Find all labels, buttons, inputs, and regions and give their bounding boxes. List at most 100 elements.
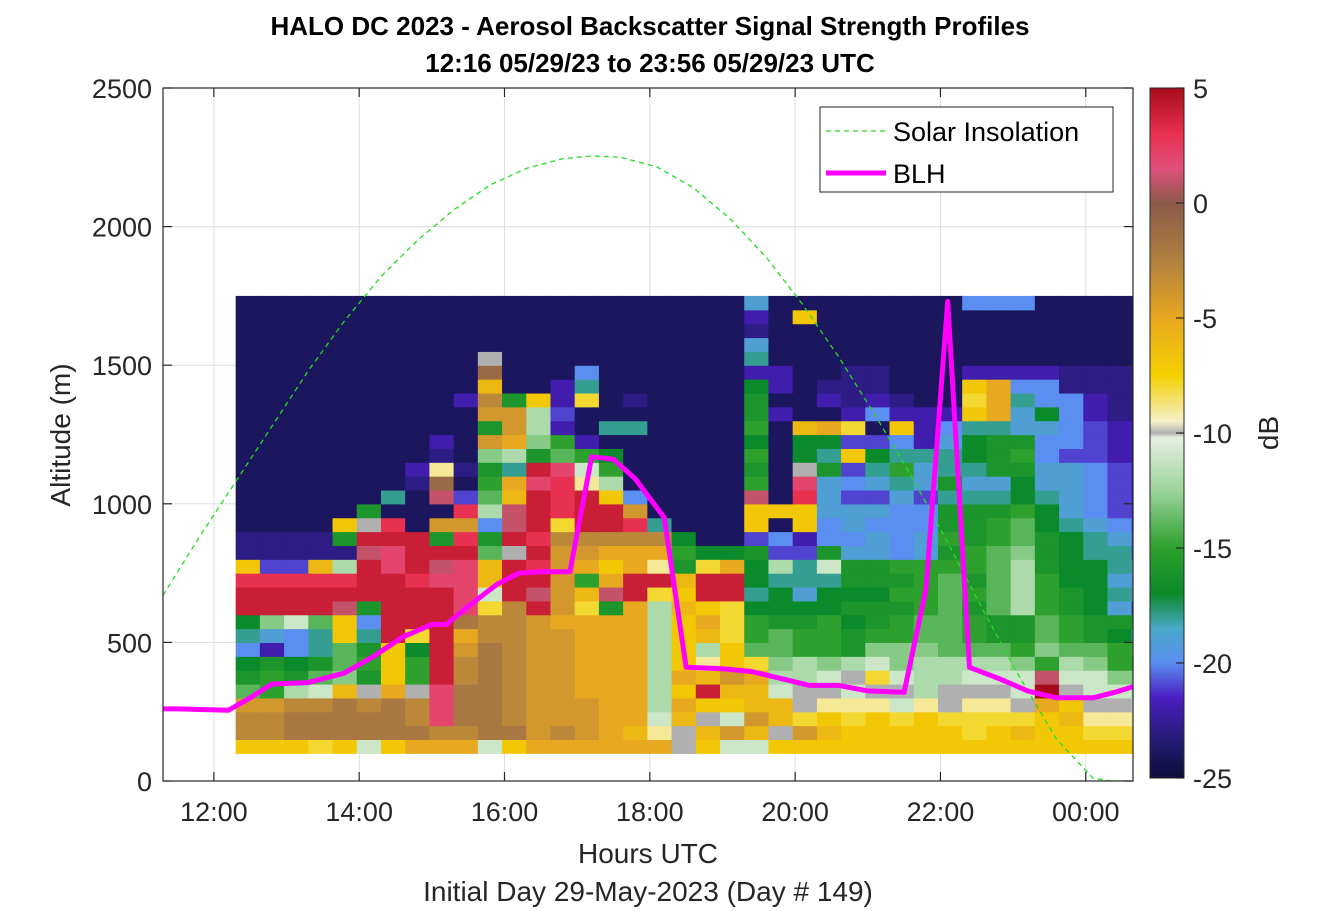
heatmap-cell [768,545,794,560]
heatmap-cell [502,476,527,491]
heatmap-cell [865,476,891,491]
heatmap-cell [1034,531,1060,546]
heatmap-cell [1059,448,1084,463]
heatmap-cell [332,476,358,491]
heatmap-cell [526,656,552,671]
heatmap-cell [889,420,915,436]
heatmap-cell [380,379,406,394]
heatmap-cell [1010,614,1036,630]
heatmap-cell [308,420,334,436]
heatmap-cell [647,725,673,741]
heatmap-cell [792,309,818,325]
heatmap-cell [1034,642,1060,657]
heatmap-cell [380,365,406,380]
heatmap-cell [1010,531,1036,546]
heatmap-cell [453,614,479,630]
heatmap-cell [429,309,455,325]
heatmap-cell [913,725,939,741]
heatmap-cell [889,559,915,574]
heatmap-cell [308,337,334,352]
heatmap-cell [1083,573,1109,588]
x-tick-label: 00:00 [1052,797,1120,827]
heatmap-cell [477,656,503,671]
heatmap-cell [1083,434,1109,449]
heatmap-cell [405,448,430,463]
heatmap-cell [284,545,309,560]
heatmap-cell [1010,392,1036,408]
heatmap-cell [841,365,866,380]
heatmap-cell [332,739,358,754]
heatmap-cell [259,406,285,422]
heatmap-cell [526,406,552,422]
heatmap-cell [792,462,818,477]
heatmap-cell [671,476,697,491]
heatmap-cell [405,489,430,505]
heatmap-cell [526,309,552,325]
heatmap-cell [889,600,915,616]
colorbar-label: dB [1253,416,1284,450]
heatmap-cell [502,420,527,436]
heatmap-cell [284,489,309,505]
heatmap-cell [1131,337,1133,352]
heatmap-cell [913,683,939,699]
heatmap-cell [792,476,818,491]
heatmap-cell [1131,503,1133,519]
heatmap-cell [816,545,842,560]
heatmap-cell [477,351,503,366]
heatmap-cell [1010,420,1036,436]
heatmap-cell [623,503,648,519]
heatmap-cell [284,295,309,311]
heatmap-cell [380,656,406,671]
heatmap-cell [792,697,818,713]
heatmap-cell [1107,295,1133,311]
heatmap-cell [647,448,673,463]
heatmap-cell [647,309,673,325]
heatmap-cell [308,434,334,449]
heatmap-cell [356,573,382,588]
heatmap-cell [937,739,963,754]
heatmap-cell [429,406,455,422]
heatmap-cell [671,379,697,394]
heatmap-cell [671,323,697,339]
heatmap-cell [647,476,673,491]
heatmap-cell [235,462,261,477]
heatmap-cell [235,573,261,588]
heatmap-cell [1010,559,1036,574]
heatmap-cell [816,476,842,491]
heatmap-cell [405,739,430,754]
heatmap-cell [1131,406,1133,422]
colorbar-ticks: 5 0 -5 -10 -15 -20 -25 [1176,74,1232,794]
heatmap-cell [671,420,697,436]
heatmap-cell [598,503,624,519]
heatmap-cell [1083,739,1109,754]
heatmap-cell [816,517,842,533]
heatmap-cell [768,725,794,741]
heatmap-cell [550,489,576,505]
heatmap-cell [768,683,794,699]
heatmap-cell [1083,365,1109,380]
heatmap-cell [235,628,261,643]
heatmap-cell [550,462,576,477]
heatmap-cell [720,337,745,352]
heatmap-cell [841,628,866,643]
heatmap-cell [720,545,745,560]
heatmap-cell [550,711,576,727]
heatmap-cell [284,365,309,380]
heatmap-cell [865,503,891,519]
heatmap-cell [502,434,527,449]
heatmap-cell [1010,628,1036,643]
heatmap-cell [235,476,261,491]
heatmap-cell [841,351,866,366]
heatmap-cell [671,697,697,713]
heatmap-cell [526,614,552,630]
heatmap-cell [671,406,697,422]
heatmap-cell [526,365,552,380]
heatmap-cell [1059,337,1084,352]
heatmap-cell [356,365,382,380]
colorbar-tick-label: -5 [1193,304,1217,334]
heatmap-cell [284,697,309,713]
heatmap-cell [259,586,285,602]
heatmap-cell [477,392,503,408]
heatmap-cell [453,309,479,325]
heatmap-cell [405,573,430,588]
